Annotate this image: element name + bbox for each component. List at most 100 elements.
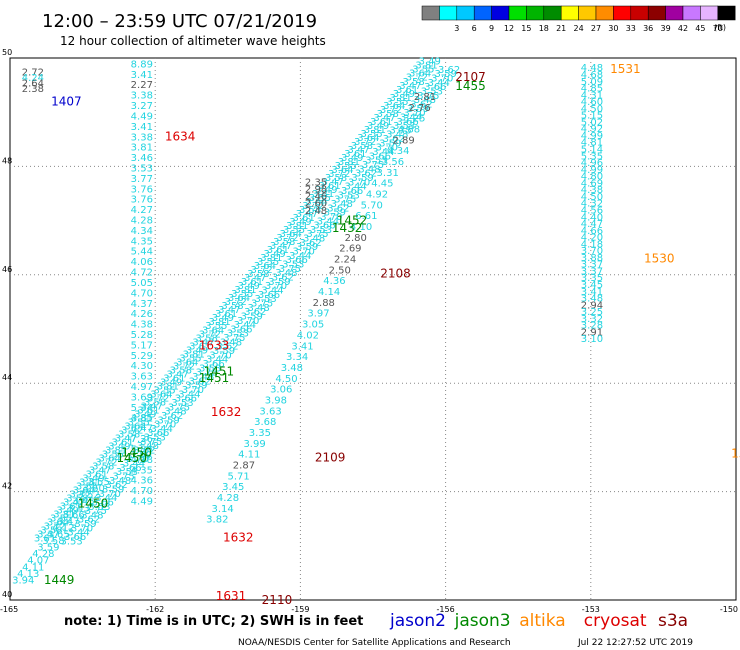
band-value: 3.47 (115, 433, 137, 444)
wave-height-value: 4.50 (581, 192, 603, 203)
band-value: 3.62 (106, 480, 128, 491)
wave-height-value: 2.38 (22, 84, 44, 95)
band-value: 3.64 (254, 261, 276, 272)
band-value: 3.53 (338, 190, 360, 201)
scale-swatch (717, 5, 736, 21)
band-value: 3.66 (203, 359, 225, 370)
band-value: 3.64 (409, 69, 431, 80)
scale-tick-labels: 3 6 9 12 15 18 21 24 27 30 33 36 39 42 45 70 (454, 24, 723, 33)
scale-swatch (613, 5, 632, 21)
wave-height-value: 4.20 (581, 233, 603, 244)
band-value: 3.61 (293, 213, 315, 224)
band-value: 3.59 (407, 104, 429, 115)
wave-height-value: 5.14 (581, 145, 603, 156)
band-value: 3.70 (99, 489, 121, 500)
pass-time-label: 1634 (165, 130, 196, 144)
band-value: 3.55 (154, 385, 176, 396)
scale-label: 33 (626, 24, 636, 33)
band-value: 3.81 (234, 285, 256, 296)
wave-height-value: 5.28 (131, 330, 153, 341)
band-value: 3.53 (393, 121, 415, 132)
band-value: 3.61 (215, 309, 237, 320)
wave-height-value: 4.10 (350, 222, 372, 233)
wave-height-value: 2.81 (414, 92, 436, 103)
band-value: 3.66 (64, 532, 86, 543)
wave-height-value: 5.34 (131, 403, 153, 414)
band-value: 3.49 (419, 57, 441, 68)
band-value: 3.66 (341, 186, 363, 197)
band-value: 3.70 (431, 73, 453, 84)
wave-height-value: 4.18 (581, 239, 603, 250)
band-value: 3.72 (251, 265, 273, 276)
y-tick-label: 42 (2, 482, 12, 491)
band-value: 3.81 (183, 349, 205, 360)
wave-height-value: 4.49 (131, 111, 153, 122)
band-value: 3.59 (379, 138, 401, 149)
band-value: 3.47 (399, 81, 421, 92)
wave-height-value: 3.25 (581, 307, 603, 318)
wave-height-value: 5.44 (131, 247, 153, 258)
band-value: 3.53 (88, 502, 110, 513)
band-value: 3.49 (212, 313, 234, 324)
band-value: 3.58 (144, 397, 166, 408)
band-value: 3.58 (40, 526, 62, 537)
wave-height-value: 3.06 (270, 385, 292, 396)
band-value: 3.44 (206, 355, 228, 366)
band-value: 3.58 (299, 205, 321, 216)
band-value: 3.70 (403, 108, 425, 119)
scale-swatch (421, 5, 440, 21)
scale-swatch (578, 5, 597, 21)
scale-label: 70 (713, 24, 723, 33)
band-value: 3.49 (315, 185, 337, 196)
wave-height-value: 3.76 (131, 195, 153, 206)
band-value: 3.59 (268, 277, 290, 288)
band-value: 3.62 (216, 342, 238, 353)
wave-height-value: 3.65 (47, 529, 69, 540)
scale-label: 24 (574, 24, 584, 33)
wave-height-value: 3.58 (42, 536, 64, 547)
wave-height-value: 2.76 (408, 103, 430, 114)
wave-height-value: 3.53 (67, 503, 89, 514)
y-tick-label: 46 (2, 265, 12, 274)
band-value: 3.70 (265, 281, 287, 292)
wave-height-value: 4.13 (17, 569, 39, 580)
band-value: 3.44 (151, 424, 173, 435)
wave-height-value: 4.36 (323, 276, 345, 287)
pass-time-label: 15 (731, 447, 740, 461)
wave-height-value: 3.37 (581, 260, 603, 271)
band-value: 3.75 (168, 402, 190, 413)
wave-height-value: 4.27 (131, 205, 153, 216)
legend-s3a: s3a (658, 611, 688, 631)
band-value: 3.49 (57, 506, 79, 517)
wave-height-value: 3.53 (131, 163, 153, 174)
wave-height-value: 3.68 (254, 417, 276, 428)
band-value: 3.61 (86, 470, 108, 481)
band-value: 3.48 (358, 164, 380, 175)
band-value: 3.64 (47, 518, 69, 529)
footer-timestamp: Jul 22 12:27:52 UTC 2019 (577, 638, 693, 648)
wave-height-value: 4.14 (318, 287, 340, 298)
scale-swatch (508, 5, 527, 21)
band-value: 3.55 (128, 417, 150, 428)
band-value: 3.81 (364, 125, 386, 136)
band-value: 3.44 (234, 320, 256, 331)
wave-height-value: 3.45 (222, 482, 244, 493)
band-value: 3.61 (189, 341, 211, 352)
x-tick-label: -162 (146, 605, 164, 614)
band-value: 3.66 (230, 324, 252, 335)
band-value: 3.75 (112, 471, 134, 482)
band-value: 3.55 (102, 450, 124, 461)
band-value: 3.72 (69, 490, 91, 501)
band-value: 3.49 (289, 217, 311, 228)
band-value: 3.55 (412, 65, 434, 76)
wave-height-value: 4.68 (581, 70, 603, 81)
band-value: 3.48 (303, 234, 325, 245)
pass-time-label: 2109 (315, 450, 346, 464)
scale-swatch (647, 5, 666, 21)
wave-height-value: 4.85 (581, 84, 603, 95)
wave-height-value: 4.50 (275, 374, 297, 385)
wave-height-value: 5.35 (581, 151, 603, 162)
band-value: 3.61 (163, 373, 185, 384)
scale-swatch (526, 5, 545, 21)
wave-height-value: 4.35 (131, 465, 153, 476)
